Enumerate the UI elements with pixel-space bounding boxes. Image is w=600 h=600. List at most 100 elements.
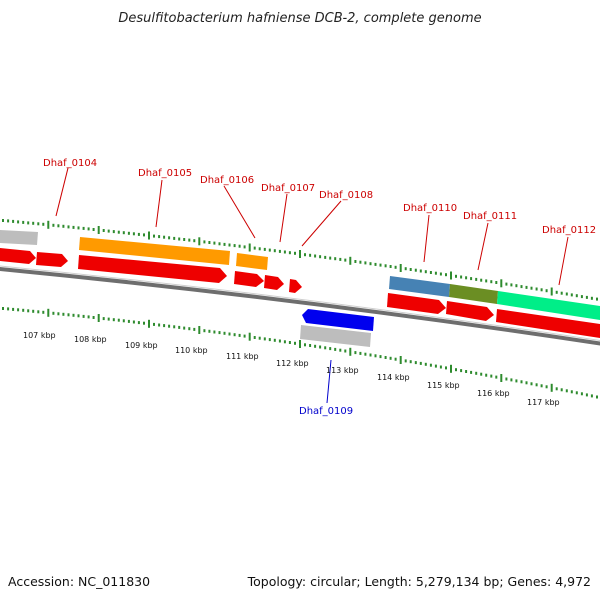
lower-minor-tick bbox=[364, 352, 367, 356]
feature-orange-dhaf-0106[interactable] bbox=[236, 253, 268, 270]
gene-label-dhaf-0105[interactable]: Dhaf_0105 bbox=[138, 168, 192, 179]
leader-dhaf-0106 bbox=[223, 185, 256, 239]
lower-minor-tick bbox=[188, 327, 191, 331]
upper-major-tick bbox=[299, 250, 301, 258]
upper-minor-tick bbox=[243, 245, 246, 249]
upper-minor-tick bbox=[193, 239, 196, 243]
lower-minor-tick bbox=[545, 385, 548, 389]
upper-minor-tick bbox=[419, 269, 422, 273]
cds-arrow-dhaf-0105[interactable] bbox=[78, 255, 227, 283]
lower-major-tick bbox=[148, 319, 150, 328]
cds-arrow-dhaf-0106[interactable] bbox=[234, 271, 264, 287]
upper-major-tick bbox=[198, 237, 201, 246]
upper-minor-tick bbox=[37, 222, 40, 226]
upper-major-tick bbox=[399, 264, 402, 272]
feature-olive-dhaf-0111[interactable] bbox=[449, 284, 498, 304]
gene-label-dhaf-0109[interactable]: Dhaf_0109 bbox=[299, 406, 353, 417]
lower-minor-tick bbox=[273, 338, 276, 342]
cds-arrow-dhaf-0109[interactable] bbox=[302, 309, 374, 331]
upper-minor-tick bbox=[364, 261, 367, 265]
gene-labels: Dhaf_0104 Dhaf_0105 Dhaf_0106 Dhaf_0107 … bbox=[43, 158, 596, 417]
lower-minor-tick bbox=[354, 351, 357, 355]
gene-label-dhaf-0106[interactable]: Dhaf_0106 bbox=[200, 175, 254, 186]
lower-minor-tick bbox=[243, 334, 246, 338]
upper-minor-tick bbox=[540, 288, 543, 292]
upper-minor-tick bbox=[263, 247, 266, 251]
cds-arrow-dhaf-0112[interactable] bbox=[496, 309, 600, 338]
lower-minor-tick bbox=[540, 384, 543, 388]
cds-arrow-dhaf-0104[interactable] bbox=[36, 252, 68, 267]
upper-minor-tick bbox=[470, 277, 473, 281]
lower-minor-tick bbox=[480, 372, 483, 376]
lower-minor-tick bbox=[590, 394, 593, 398]
leader-dhaf-0107 bbox=[279, 193, 288, 243]
gene-label-dhaf-0110[interactable]: Dhaf_0110 bbox=[403, 203, 457, 214]
upper-major-tick bbox=[349, 256, 352, 265]
upper-minor-tick bbox=[117, 230, 120, 234]
lower-minor-tick bbox=[495, 375, 498, 379]
gene-label-dhaf-0111[interactable]: Dhaf_0111 bbox=[463, 211, 517, 222]
lower-minor-tick bbox=[389, 356, 392, 360]
upper-minor-tick bbox=[42, 222, 45, 226]
lower-minor-tick bbox=[52, 311, 55, 315]
cds-arrow-dhaf-0103[interactable] bbox=[0, 248, 36, 264]
upper-minor-tick bbox=[178, 237, 181, 241]
upper-minor-tick bbox=[253, 246, 256, 250]
upper-minor-tick bbox=[102, 229, 105, 232]
lower-minor-tick bbox=[424, 362, 427, 366]
upper-minor-tick bbox=[329, 256, 332, 260]
accession-text: Accession: NC_011830 bbox=[8, 574, 150, 589]
gene-label-dhaf-0107[interactable]: Dhaf_0107 bbox=[261, 183, 315, 194]
upper-minor-tick bbox=[122, 231, 125, 235]
feature-grey-1[interactable] bbox=[0, 230, 38, 245]
lower-major-tick bbox=[248, 332, 251, 341]
feature-steelblue-dhaf-0110[interactable] bbox=[389, 276, 450, 297]
lower-minor-tick bbox=[2, 307, 4, 310]
upper-minor-tick bbox=[158, 235, 161, 239]
lower-minor-tick bbox=[455, 368, 457, 372]
lower-minor-tick bbox=[42, 310, 45, 314]
upper-minor-tick bbox=[334, 257, 337, 261]
lower-minor-tick bbox=[394, 357, 397, 361]
upper-minor-tick bbox=[359, 260, 362, 264]
lower-minor-tick bbox=[283, 340, 286, 344]
upper-minor-tick bbox=[490, 280, 493, 284]
lower-minor-tick bbox=[585, 393, 588, 397]
cds-arrow-dhaf-0108[interactable] bbox=[289, 279, 302, 293]
upper-minor-tick bbox=[585, 295, 588, 299]
upper-minor-tick bbox=[505, 282, 508, 286]
cds-arrow-dhaf-0111[interactable] bbox=[446, 301, 494, 321]
upper-minor-tick bbox=[153, 234, 155, 238]
lower-minor-tick bbox=[429, 363, 432, 367]
cds-arrow-dhaf-0110[interactable] bbox=[387, 293, 446, 314]
cds-arrow-dhaf-0107[interactable] bbox=[264, 275, 284, 290]
feature-aqua-dhaf-0112[interactable] bbox=[497, 291, 600, 320]
leader-dhaf-0110 bbox=[423, 214, 430, 263]
upper-major-tick bbox=[47, 220, 50, 229]
feature-orange-dhaf-0105[interactable] bbox=[79, 237, 230, 265]
lower-tick-ring bbox=[2, 307, 598, 399]
upper-minor-tick bbox=[183, 238, 186, 241]
lower-minor-tick bbox=[143, 321, 145, 325]
upper-major-tick bbox=[148, 231, 150, 240]
lower-minor-tick bbox=[596, 395, 598, 399]
lower-minor-tick bbox=[92, 316, 95, 319]
lower-minor-tick bbox=[535, 383, 538, 387]
upper-minor-tick bbox=[515, 284, 518, 288]
lower-minor-tick bbox=[7, 307, 10, 311]
lower-minor-tick bbox=[268, 338, 271, 342]
gene-label-dhaf-0108[interactable]: Dhaf_0108 bbox=[319, 190, 373, 201]
lower-minor-tick bbox=[505, 377, 508, 381]
upper-minor-tick bbox=[379, 263, 382, 267]
upper-minor-tick bbox=[268, 248, 271, 252]
gene-label-dhaf-0104[interactable]: Dhaf_0104 bbox=[43, 158, 97, 169]
gene-label-dhaf-0112[interactable]: Dhaf_0112 bbox=[542, 225, 596, 236]
kbp-label-113: 113 kbp bbox=[326, 366, 359, 375]
lower-minor-tick bbox=[359, 351, 362, 355]
lower-minor-tick bbox=[465, 370, 468, 373]
kbp-label-111: 111 kbp bbox=[226, 352, 259, 361]
upper-minor-tick bbox=[575, 294, 578, 298]
feature-grey-dhaf-0109[interactable] bbox=[300, 325, 371, 347]
upper-minor-tick bbox=[82, 226, 85, 230]
upper-minor-tick bbox=[27, 221, 30, 225]
